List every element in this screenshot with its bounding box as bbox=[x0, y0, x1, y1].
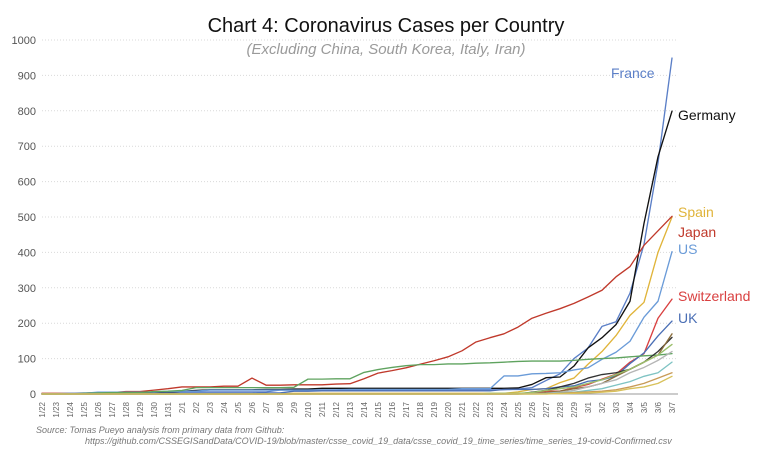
y-tick-label: 600 bbox=[18, 177, 36, 189]
chart-subtitle: (Excluding China, South Korea, Italy, Ir… bbox=[246, 41, 525, 58]
series-line-uk bbox=[41, 320, 673, 395]
x-tick-label: 1/31 bbox=[164, 401, 173, 417]
x-tick-label: 2/12 bbox=[332, 401, 341, 417]
x-tick-label: 1/30 bbox=[150, 401, 159, 417]
x-tick-label: 3/7 bbox=[668, 401, 677, 413]
x-tick-label: 2/7 bbox=[262, 401, 271, 413]
y-tick-label: 300 bbox=[18, 283, 36, 295]
x-tick-label: 1/27 bbox=[108, 401, 117, 417]
source-url: https://github.com/CSSEGISandData/COVID-… bbox=[85, 436, 672, 446]
x-tick-label: 2/24 bbox=[500, 401, 509, 417]
x-tick-label: 1/29 bbox=[136, 401, 145, 417]
x-tick-label: 1/26 bbox=[94, 401, 103, 417]
y-tick-label: 400 bbox=[18, 247, 36, 259]
series-label-switzerland: Switzerland bbox=[678, 288, 750, 304]
series-lines bbox=[41, 57, 673, 395]
x-tick-label: 1/24 bbox=[66, 401, 75, 417]
x-tick-label: 3/4 bbox=[626, 401, 635, 413]
x-tick-label: 1/25 bbox=[80, 401, 89, 417]
x-tick-label: 1/22 bbox=[38, 401, 47, 417]
y-tick-label: 100 bbox=[18, 354, 36, 366]
y-tick-label: 1000 bbox=[12, 35, 36, 47]
x-tick-label: 2/27 bbox=[542, 401, 551, 417]
source-line: Source: Tomas Pueyo analysis from primar… bbox=[36, 425, 285, 435]
y-tick-label: 200 bbox=[18, 318, 36, 330]
series-line-japan bbox=[41, 215, 673, 394]
x-tick-label: 2/14 bbox=[360, 401, 369, 417]
x-tick-label: 2/10 bbox=[304, 401, 313, 417]
x-tick-label: 2/28 bbox=[556, 401, 565, 417]
x-tick-label: 2/13 bbox=[346, 401, 355, 417]
series-label-germany: Germany bbox=[678, 107, 736, 123]
series-line-unlabeled-7 bbox=[41, 352, 673, 395]
x-tick-label: 2/1 bbox=[178, 401, 187, 413]
series-label-japan: Japan bbox=[678, 224, 716, 240]
x-tick-label: 3/1 bbox=[584, 401, 593, 413]
x-tick-label: 3/5 bbox=[640, 401, 649, 413]
x-axis-ticks: 1/22 1/23 1/24 1/25 1/26 1/27 1/28 1/29 1/30 1/31… bbox=[38, 401, 677, 417]
series-line-france bbox=[41, 57, 673, 395]
source-note: Source: Tomas Pueyo analysis from primar… bbox=[36, 425, 756, 447]
y-tick-label: 900 bbox=[18, 70, 36, 82]
series-line-unlabeled-14 bbox=[41, 375, 673, 395]
series-label-uk: UK bbox=[678, 310, 698, 326]
y-tick-label: 500 bbox=[18, 212, 36, 224]
x-tick-label: 2/19 bbox=[430, 401, 439, 417]
y-tick-label: 800 bbox=[18, 106, 36, 118]
y-tick-label: 700 bbox=[18, 141, 36, 153]
x-tick-label: 2/3 bbox=[206, 401, 215, 413]
x-tick-label: 1/23 bbox=[52, 401, 61, 417]
x-tick-label: 2/18 bbox=[416, 401, 425, 417]
x-tick-label: 2/6 bbox=[248, 401, 257, 413]
x-tick-label: 2/22 bbox=[472, 401, 481, 417]
x-tick-label: 2/17 bbox=[402, 401, 411, 417]
series-line-spain bbox=[41, 216, 673, 395]
x-tick-label: 2/8 bbox=[276, 401, 285, 413]
x-tick-label: 2/4 bbox=[220, 401, 229, 413]
series-label-france: France bbox=[611, 65, 655, 81]
x-tick-label: 2/20 bbox=[444, 401, 453, 417]
x-tick-label: 2/16 bbox=[388, 401, 397, 417]
y-tick-label: 0 bbox=[30, 389, 36, 401]
x-tick-label: 2/2 bbox=[192, 401, 201, 413]
x-tick-label: 3/6 bbox=[654, 401, 663, 413]
x-tick-label: 3/3 bbox=[612, 401, 621, 413]
x-tick-label: 2/26 bbox=[528, 401, 537, 417]
series-label-spain: Spain bbox=[678, 204, 714, 220]
grid-lines bbox=[42, 39, 678, 360]
x-tick-label: 2/15 bbox=[374, 401, 383, 417]
series-label-us: US bbox=[678, 241, 697, 257]
x-tick-label: 2/9 bbox=[290, 401, 299, 413]
x-tick-label: 2/25 bbox=[514, 401, 523, 417]
x-tick-label: 2/29 bbox=[570, 401, 579, 417]
x-tick-label: 2/11 bbox=[318, 401, 327, 417]
x-tick-label: 2/21 bbox=[458, 401, 467, 417]
series-line-switzerland bbox=[41, 298, 673, 395]
x-tick-label: 2/5 bbox=[234, 401, 243, 413]
x-tick-label: 3/2 bbox=[598, 401, 607, 413]
y-axis-ticks: 0 100 200 300 400 500 600 700 800 900 1000 bbox=[12, 35, 36, 401]
series-line-us bbox=[41, 251, 673, 395]
chart-title: Chart 4: Coronavirus Cases per Country bbox=[208, 15, 565, 37]
x-tick-label: 2/23 bbox=[486, 401, 495, 417]
x-tick-label: 1/28 bbox=[122, 401, 131, 417]
